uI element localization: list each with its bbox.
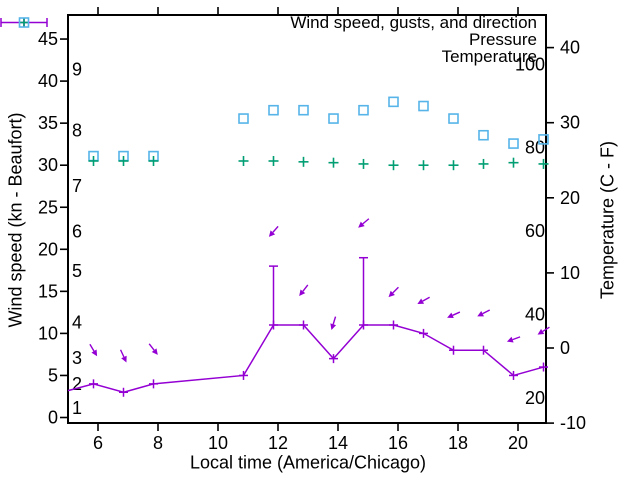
legend-item-pressure: Pressure <box>19 17 537 49</box>
y-right-tick-label: 20 <box>560 188 580 208</box>
y-axis-label-left: Wind speed (kn - Beaufort) <box>5 112 26 328</box>
y-right-tick-label: -10 <box>560 413 586 433</box>
x-axis-label: Local time (America/Chicago) <box>189 452 427 473</box>
beaufort-scale-label: 4 <box>72 312 82 332</box>
legend-item-wind: Wind speed, gusts, and direction <box>0 13 537 32</box>
wind-direction-arrow-head-icon <box>417 298 425 304</box>
y-left-tick-label: 5 <box>48 365 58 385</box>
pressure-plus-sample-icon <box>19 17 29 28</box>
fahrenheit-scale-label: 40 <box>525 305 545 325</box>
y-left-tick-label: 30 <box>38 155 58 175</box>
legend-item-temperature: Temperature <box>18 17 537 66</box>
temperature-marker <box>388 96 399 108</box>
wind-direction-arrow-head-icon <box>506 336 514 343</box>
wind-direction-arrow-head-icon <box>121 355 127 363</box>
temperature-square-sample-icon <box>18 17 30 28</box>
x-tick-label: 6 <box>93 433 103 453</box>
wind-direction-arrow-head-icon <box>299 289 306 297</box>
x-tick-label: 16 <box>388 433 408 453</box>
legend-label-wind: Wind speed, gusts, and direction <box>290 13 537 32</box>
fahrenheit-scale-label: 80 <box>525 138 545 158</box>
temperature-marker <box>328 113 339 124</box>
legend: Wind speed, gusts, and direction Pressur… <box>0 14 537 65</box>
wind-direction-arrow-head-icon <box>358 221 365 228</box>
fahrenheit-scale-label: 100 <box>515 54 545 74</box>
wind-direction-arrow-shaft <box>119 349 125 358</box>
y-left-tick-label: 35 <box>38 113 58 133</box>
y-left-tick-label: 45 <box>38 29 58 49</box>
wind-direction-arrow-head-icon <box>91 349 98 357</box>
y-right-tick-label: 30 <box>560 113 580 133</box>
wind-direction-arrow-shaft <box>332 316 337 325</box>
wind-direction-arrow-head-icon <box>151 348 158 355</box>
y-axis-label-right: Temperature (C - F) <box>597 140 618 300</box>
wind-direction-arrow-shaft <box>452 311 461 316</box>
y-left-tick-label: 40 <box>38 71 58 91</box>
beaufort-scale-label: 8 <box>72 121 82 141</box>
beaufort-scale-label: 6 <box>72 222 82 242</box>
wind-direction-arrow-shaft <box>89 343 95 352</box>
temperature-marker <box>508 138 519 149</box>
beaufort-scale-label: 2 <box>72 374 82 394</box>
y-left-tick-label: 15 <box>38 281 58 301</box>
wind-direction-arrow-shaft <box>422 296 430 302</box>
legend-temperature-sample <box>18 17 30 28</box>
temperature-marker <box>418 100 429 112</box>
wind-direction-arrow-head-icon <box>330 323 337 331</box>
wind-direction-arrow-shaft <box>512 336 521 341</box>
beaufort-scale-label: 1 <box>72 398 82 418</box>
temperature-marker <box>238 113 249 124</box>
temperature-marker <box>358 104 369 116</box>
wind-direction-arrow-head-icon <box>537 328 545 335</box>
y-left-tick-label: 10 <box>38 323 58 343</box>
x-tick-label: 20 <box>508 433 528 453</box>
wind-direction-arrow-shaft <box>302 284 309 292</box>
beaufort-scale-label: 3 <box>72 348 82 368</box>
wind-direction-arrow-head-icon <box>447 312 454 319</box>
temperature-marker <box>538 134 549 145</box>
wind-direction-arrow-shaft <box>482 309 491 315</box>
x-tick-label: 8 <box>153 433 163 453</box>
y-right-tick-label: 10 <box>560 263 580 283</box>
beaufort-scale-label: 9 <box>72 59 82 79</box>
fahrenheit-scale-label: 60 <box>525 221 545 241</box>
y-left-tick-label: 20 <box>38 239 58 259</box>
wind-direction-arrow-shaft <box>362 218 370 225</box>
y-left-tick-label: 0 <box>48 408 58 428</box>
wind-direction-arrow-shaft <box>272 225 279 233</box>
temperature-marker <box>478 129 489 141</box>
y-right-tick-label: 0 <box>560 338 570 358</box>
y-left-tick-label: 25 <box>38 197 58 217</box>
x-tick-label: 12 <box>268 433 288 453</box>
plot-border <box>67 14 547 424</box>
wind-direction-arrow-shaft <box>392 286 399 294</box>
wind-direction-arrow-shaft <box>542 326 550 333</box>
beaufort-scale-label: 7 <box>72 176 82 196</box>
legend-label-temperature: Temperature <box>441 47 537 66</box>
wind-direction-arrow-head-icon <box>388 290 395 298</box>
x-tick-label: 10 <box>208 433 228 453</box>
wind-direction-arrow-shaft <box>148 343 155 351</box>
temperature-marker <box>298 104 309 116</box>
x-tick-label: 14 <box>328 433 348 453</box>
temperature-marker <box>448 113 459 124</box>
x-tick-label: 18 <box>448 433 468 453</box>
wind-direction-arrow-head-icon <box>477 310 484 317</box>
temperature-marker <box>268 104 279 116</box>
fahrenheit-scale-label: 20 <box>525 388 545 408</box>
wind-direction-arrow-head-icon <box>268 230 276 237</box>
beaufort-scale-label: 5 <box>72 261 82 281</box>
wind-speed-line <box>67 324 544 394</box>
legend-label-pressure: Pressure <box>468 30 537 49</box>
y-right-tick-label: 40 <box>560 38 580 58</box>
